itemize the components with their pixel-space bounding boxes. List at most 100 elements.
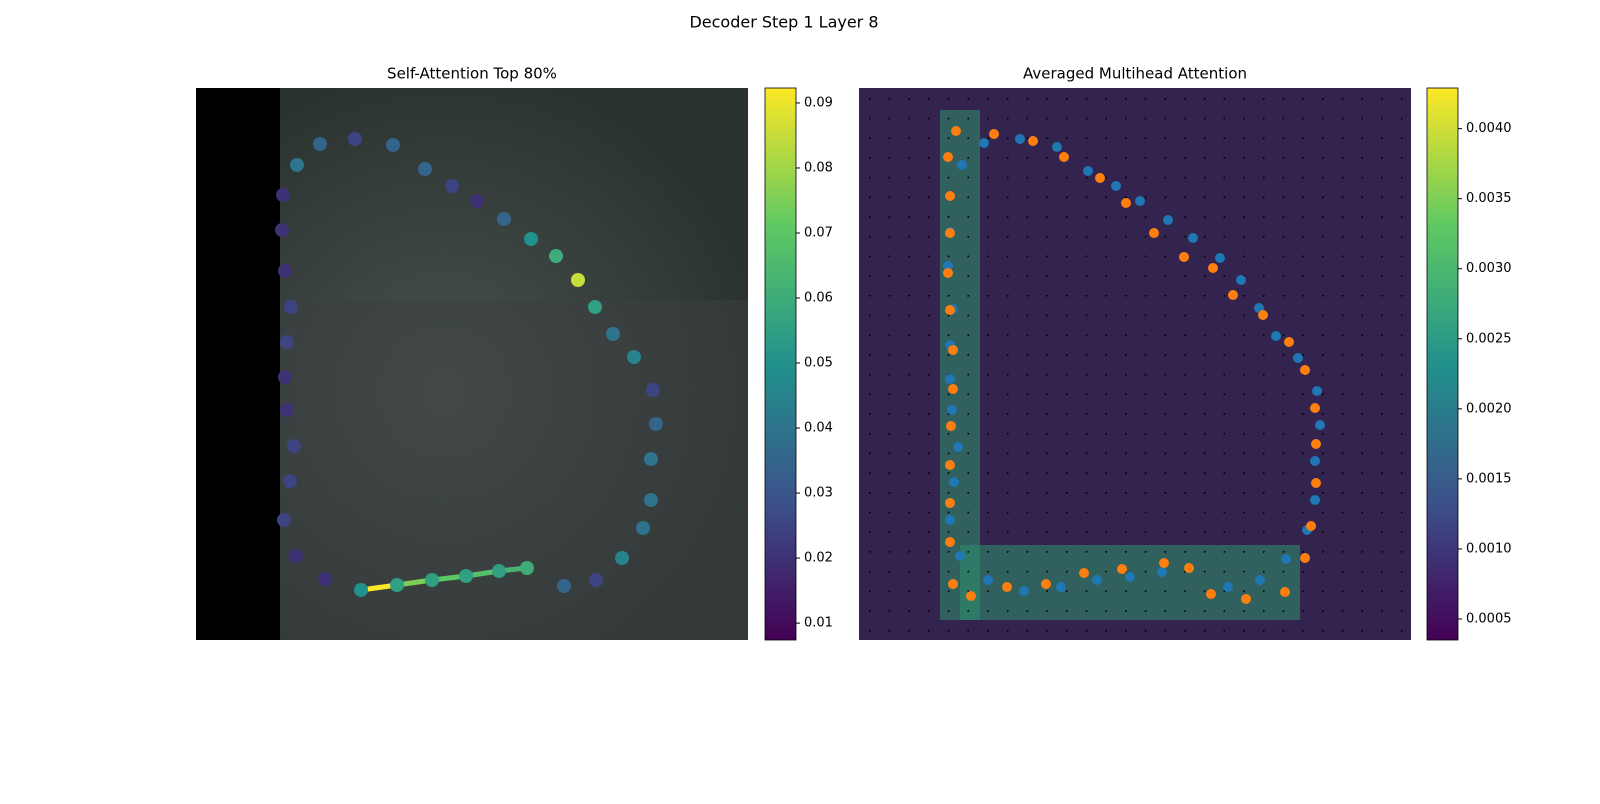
point — [1306, 521, 1316, 531]
point — [1059, 152, 1069, 162]
point — [1149, 228, 1159, 238]
point — [1284, 337, 1294, 347]
point — [1092, 575, 1102, 585]
point — [284, 300, 298, 314]
point — [289, 549, 303, 563]
point — [276, 188, 290, 202]
point — [459, 569, 473, 583]
point — [945, 228, 955, 238]
point — [557, 579, 571, 593]
point — [277, 513, 291, 527]
point — [1083, 166, 1093, 176]
point — [287, 439, 301, 453]
point — [280, 335, 294, 349]
point — [386, 138, 400, 152]
point — [1310, 495, 1320, 505]
point — [1117, 564, 1127, 574]
point — [644, 452, 658, 466]
point — [1056, 582, 1066, 592]
point — [589, 573, 603, 587]
point — [280, 403, 294, 417]
grid-dots — [859, 88, 1411, 640]
point — [1079, 568, 1089, 578]
colorbar — [1426, 87, 1459, 641]
point — [943, 152, 953, 162]
point — [957, 160, 967, 170]
point — [979, 138, 989, 148]
colorbar-tick-label: 0.03 — [804, 486, 833, 501]
point — [549, 249, 563, 263]
point — [1300, 365, 1310, 375]
point — [1125, 572, 1135, 582]
point — [1255, 575, 1265, 585]
point — [1019, 586, 1029, 596]
point — [646, 383, 660, 397]
point — [283, 474, 297, 488]
point — [1311, 478, 1321, 488]
point — [275, 223, 289, 237]
point — [1300, 553, 1310, 563]
colorbar-tick-label: 0.0030 — [1466, 261, 1512, 276]
point — [1311, 439, 1321, 449]
panel-title: Averaged Multihead Attention — [1023, 65, 1247, 83]
point — [955, 551, 965, 561]
colorbar-tick-label: 0.09 — [804, 95, 833, 110]
point — [945, 305, 955, 315]
point — [1184, 563, 1194, 573]
point — [390, 578, 404, 592]
point — [989, 129, 999, 139]
point — [348, 132, 362, 146]
colorbar-tick-label: 0.05 — [804, 356, 833, 371]
point — [966, 591, 976, 601]
point — [943, 261, 953, 271]
colorbar-tick-label: 0.0010 — [1466, 541, 1512, 556]
colorbar-tick-label: 0.02 — [804, 551, 833, 566]
point — [1310, 403, 1320, 413]
point — [1310, 456, 1320, 466]
colorbar-tick-label: 0.0015 — [1466, 471, 1512, 486]
point — [1052, 142, 1062, 152]
colorbar — [764, 87, 797, 641]
point — [1241, 594, 1251, 604]
point — [949, 477, 959, 487]
image-padding — [196, 88, 280, 640]
point — [945, 191, 955, 201]
panel-title: Self-Attention Top 80% — [387, 65, 557, 83]
point — [1095, 173, 1105, 183]
point — [492, 564, 506, 578]
image-shadow — [196, 300, 748, 640]
colorbar-tick-label: 0.04 — [804, 421, 833, 436]
point — [524, 232, 538, 246]
point — [278, 264, 292, 278]
point — [1271, 331, 1281, 341]
figure-title: Decoder Step 1 Layer 8 — [689, 13, 878, 32]
point — [945, 498, 955, 508]
point — [1315, 420, 1325, 430]
point — [1223, 582, 1233, 592]
point — [1002, 582, 1012, 592]
colorbar-tick-label: 0.0005 — [1466, 611, 1512, 626]
point — [1041, 579, 1051, 589]
point — [947, 405, 957, 415]
point — [636, 521, 650, 535]
point — [1281, 554, 1291, 564]
point — [445, 179, 459, 193]
point — [1179, 252, 1189, 262]
point — [945, 460, 955, 470]
point — [1228, 290, 1238, 300]
point — [418, 162, 432, 176]
colorbar-tick-label: 0.01 — [804, 616, 833, 631]
point — [983, 575, 993, 585]
colorbar-tick-label: 0.0025 — [1466, 331, 1512, 346]
point — [649, 417, 663, 431]
colorbar-tick-label: 0.0040 — [1466, 121, 1512, 136]
point — [1258, 310, 1268, 320]
point — [1028, 136, 1038, 146]
point — [948, 384, 958, 394]
point — [644, 493, 658, 507]
point — [948, 579, 958, 589]
point — [1312, 386, 1322, 396]
colorbar-tick-label: 0.07 — [804, 225, 833, 240]
point — [615, 551, 629, 565]
